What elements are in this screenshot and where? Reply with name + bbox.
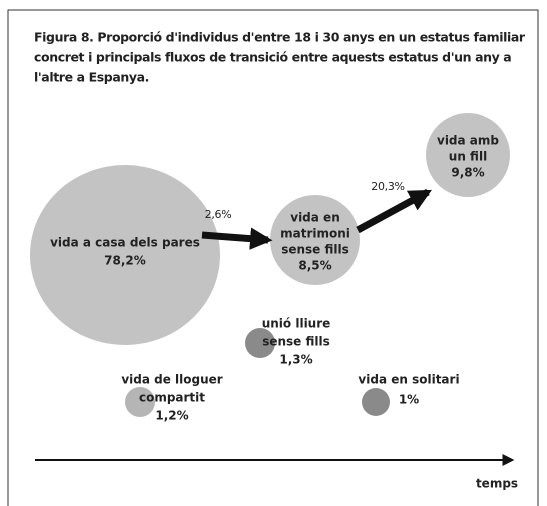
title: Figura 8. Proporció d'individus d'entre …	[34, 30, 526, 85]
bubble	[245, 328, 275, 358]
node-label: vida en solitari	[358, 373, 459, 387]
node-label: unió lliure	[262, 317, 331, 331]
node-label: matrimoni	[280, 227, 350, 241]
bubble	[362, 388, 390, 416]
node-label: 1,2%	[155, 409, 188, 423]
flow-arrow	[201, 227, 273, 250]
node-label: vida a casa dels pares	[50, 236, 200, 250]
node-label: un fill	[449, 150, 487, 164]
node-label: vida de lloguer	[121, 373, 222, 387]
node-label: 78,2%	[104, 254, 146, 268]
node-label: 1%	[399, 393, 419, 407]
bubble	[30, 165, 220, 345]
bubble	[426, 113, 510, 197]
flow-label: 20,3%	[371, 180, 404, 193]
title-line: Figura 8. Proporció d'individus d'entre …	[34, 30, 526, 45]
node-label: vida amb	[437, 134, 499, 148]
flow-label: 2,6%	[205, 208, 232, 221]
node-label: 8,5%	[298, 259, 331, 273]
node-label: 1,3%	[279, 353, 312, 367]
node-label: compartit	[139, 391, 205, 405]
bubble	[270, 195, 360, 285]
title-line: l'altre a Espanya.	[34, 70, 149, 85]
frame	[7, 9, 539, 506]
node-label: 9,8%	[451, 166, 484, 180]
node-label: sense fills	[262, 335, 330, 349]
axis-label: temps	[476, 477, 518, 491]
labels: vida a casa dels pares 78,2% vida en matrim…	[50, 134, 518, 491]
node-label: sense fills	[281, 243, 349, 257]
title-line: concret i principals fluxos de transició…	[34, 50, 511, 65]
flow-arrow	[356, 188, 432, 234]
bubble	[125, 387, 155, 417]
node-label: vida en	[290, 211, 339, 225]
